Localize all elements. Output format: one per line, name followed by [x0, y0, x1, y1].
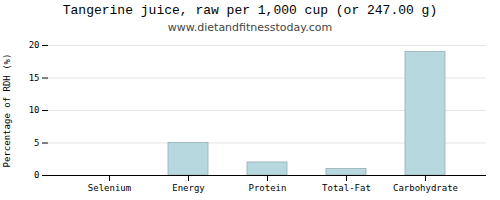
svg-text:Selenium: Selenium — [88, 183, 131, 193]
html-text:Tangerine juice, raw per 1,000: Tangerine juice, raw per 1,000 cup (or 2… — [62, 3, 438, 18]
svg-text:Carbohydrate: Carbohydrate — [393, 183, 458, 193]
svg-text:0: 0 — [34, 170, 39, 180]
svg-text:5: 5 — [34, 138, 39, 148]
svg-text:Energy: Energy — [172, 183, 205, 193]
html-text:www.dietandfitnesstoday.com: www.dietandfitnesstoday.com — [167, 21, 333, 34]
svg-text:15: 15 — [29, 73, 40, 83]
svg-text:Total-Fat: Total-Fat — [322, 183, 371, 193]
svg-text:20: 20 — [29, 40, 40, 50]
svg-text:10: 10 — [29, 105, 40, 115]
svg-text:Percentage of RDH (%): Percentage of RDH (%) — [2, 54, 12, 168]
svg-text:Protein: Protein — [249, 183, 287, 193]
